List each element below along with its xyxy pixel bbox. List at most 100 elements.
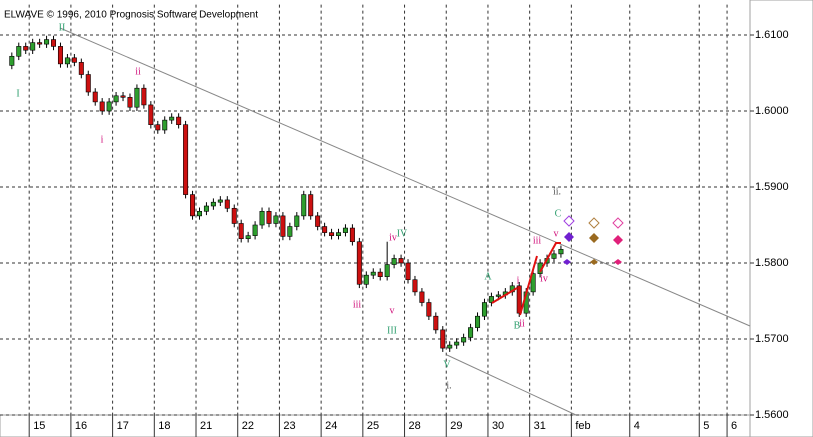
candle-body [516,285,522,314]
y-tick-label: 1.5700 [755,333,789,345]
candle-body [99,101,105,112]
wave-label: B [514,320,521,331]
candle-body [252,224,258,236]
wave-label: A [484,271,492,282]
candle-body [433,315,439,331]
candle-body [454,341,460,346]
trend-line [59,27,751,327]
candle-body [85,74,91,93]
wave-arrow [539,242,561,273]
y-tick-label: 1.5800 [755,257,789,269]
candle-body [57,46,63,65]
candle-body [245,235,251,239]
wave-label: v [390,305,395,316]
candle-body [363,274,369,285]
candle-body [468,327,474,338]
candle-body [419,291,425,303]
candle-body [308,194,314,217]
wave-label: iii [533,235,542,246]
wave-label: V [443,359,451,370]
target-diamond [613,235,623,245]
candle-body [349,227,355,243]
wave-arrow [491,287,518,304]
wave-label: III [387,325,397,336]
candle-body [51,39,57,47]
target-diamond [563,215,575,227]
wave-label: i [517,275,520,286]
candle-body [9,55,15,66]
wave-label: ii. [553,186,561,197]
candle-body [301,194,307,217]
candle-body [78,62,84,75]
x-tick-label: 21 [200,420,212,432]
x-tick-label: 16 [75,420,87,432]
x-tick-label: 31 [534,420,546,432]
candle-body [37,42,43,45]
y-tick-label: 1.5900 [755,181,789,193]
grid [0,4,750,416]
candle-body [481,302,487,317]
wave-label: i [101,134,104,145]
candle-body [558,249,564,255]
candle-body [398,258,404,264]
x-tick-label: 28 [409,420,421,432]
candle-body [92,91,98,103]
candle-body [134,87,140,108]
x-tick-label: 24 [325,420,337,432]
candle-body [461,337,467,343]
candle-body [495,294,501,297]
candle-body [266,211,272,224]
candle-body [106,101,112,112]
candle-body [391,258,397,265]
trend-line [446,354,577,416]
candle-body [370,271,376,276]
candle-body [120,95,126,98]
candle-body [273,215,279,224]
wave-label: II [59,22,66,33]
wave-label: v [554,228,559,239]
candle-body [203,205,209,212]
candle-body [141,87,147,106]
candle-body [183,124,189,195]
x-tick-label: 15 [33,420,45,432]
candle-body [280,215,286,237]
x-tick-label: 18 [158,420,170,432]
candle-body [30,42,36,51]
target-diamond [588,217,600,229]
wave-label: iv [389,232,397,243]
candle-body [342,227,348,233]
target-diamond [564,232,574,242]
candle-body [259,211,265,226]
wave-label: ii [135,66,141,77]
wave-arrow [519,255,538,316]
candle-body [231,207,237,224]
candle-body [440,329,446,349]
candle-body [155,124,161,131]
candle-body [412,279,418,293]
candle-body [210,201,216,207]
wave-label: ii [519,318,525,329]
candle-body [475,315,481,328]
candle-body [384,264,390,277]
candle-body [356,241,362,285]
y-axis-panel [749,0,813,437]
candle-body [315,215,321,227]
y-tick-label: 1.5600 [755,409,789,421]
candle-body [426,302,432,317]
candle-body [336,232,342,236]
candle-body [217,199,223,203]
candle-body [238,223,244,239]
candle-body [16,46,22,57]
candle-body [329,232,335,236]
candle-body [176,116,182,125]
candle-body [44,39,50,45]
x-tick-label: 30 [492,420,504,432]
x-tick-label: 23 [283,420,295,432]
candle-body [377,271,383,277]
candle-body [287,226,293,237]
x-tick-label: 29 [450,420,462,432]
x-tick-label: 22 [242,420,254,432]
target-diamond [590,259,598,265]
